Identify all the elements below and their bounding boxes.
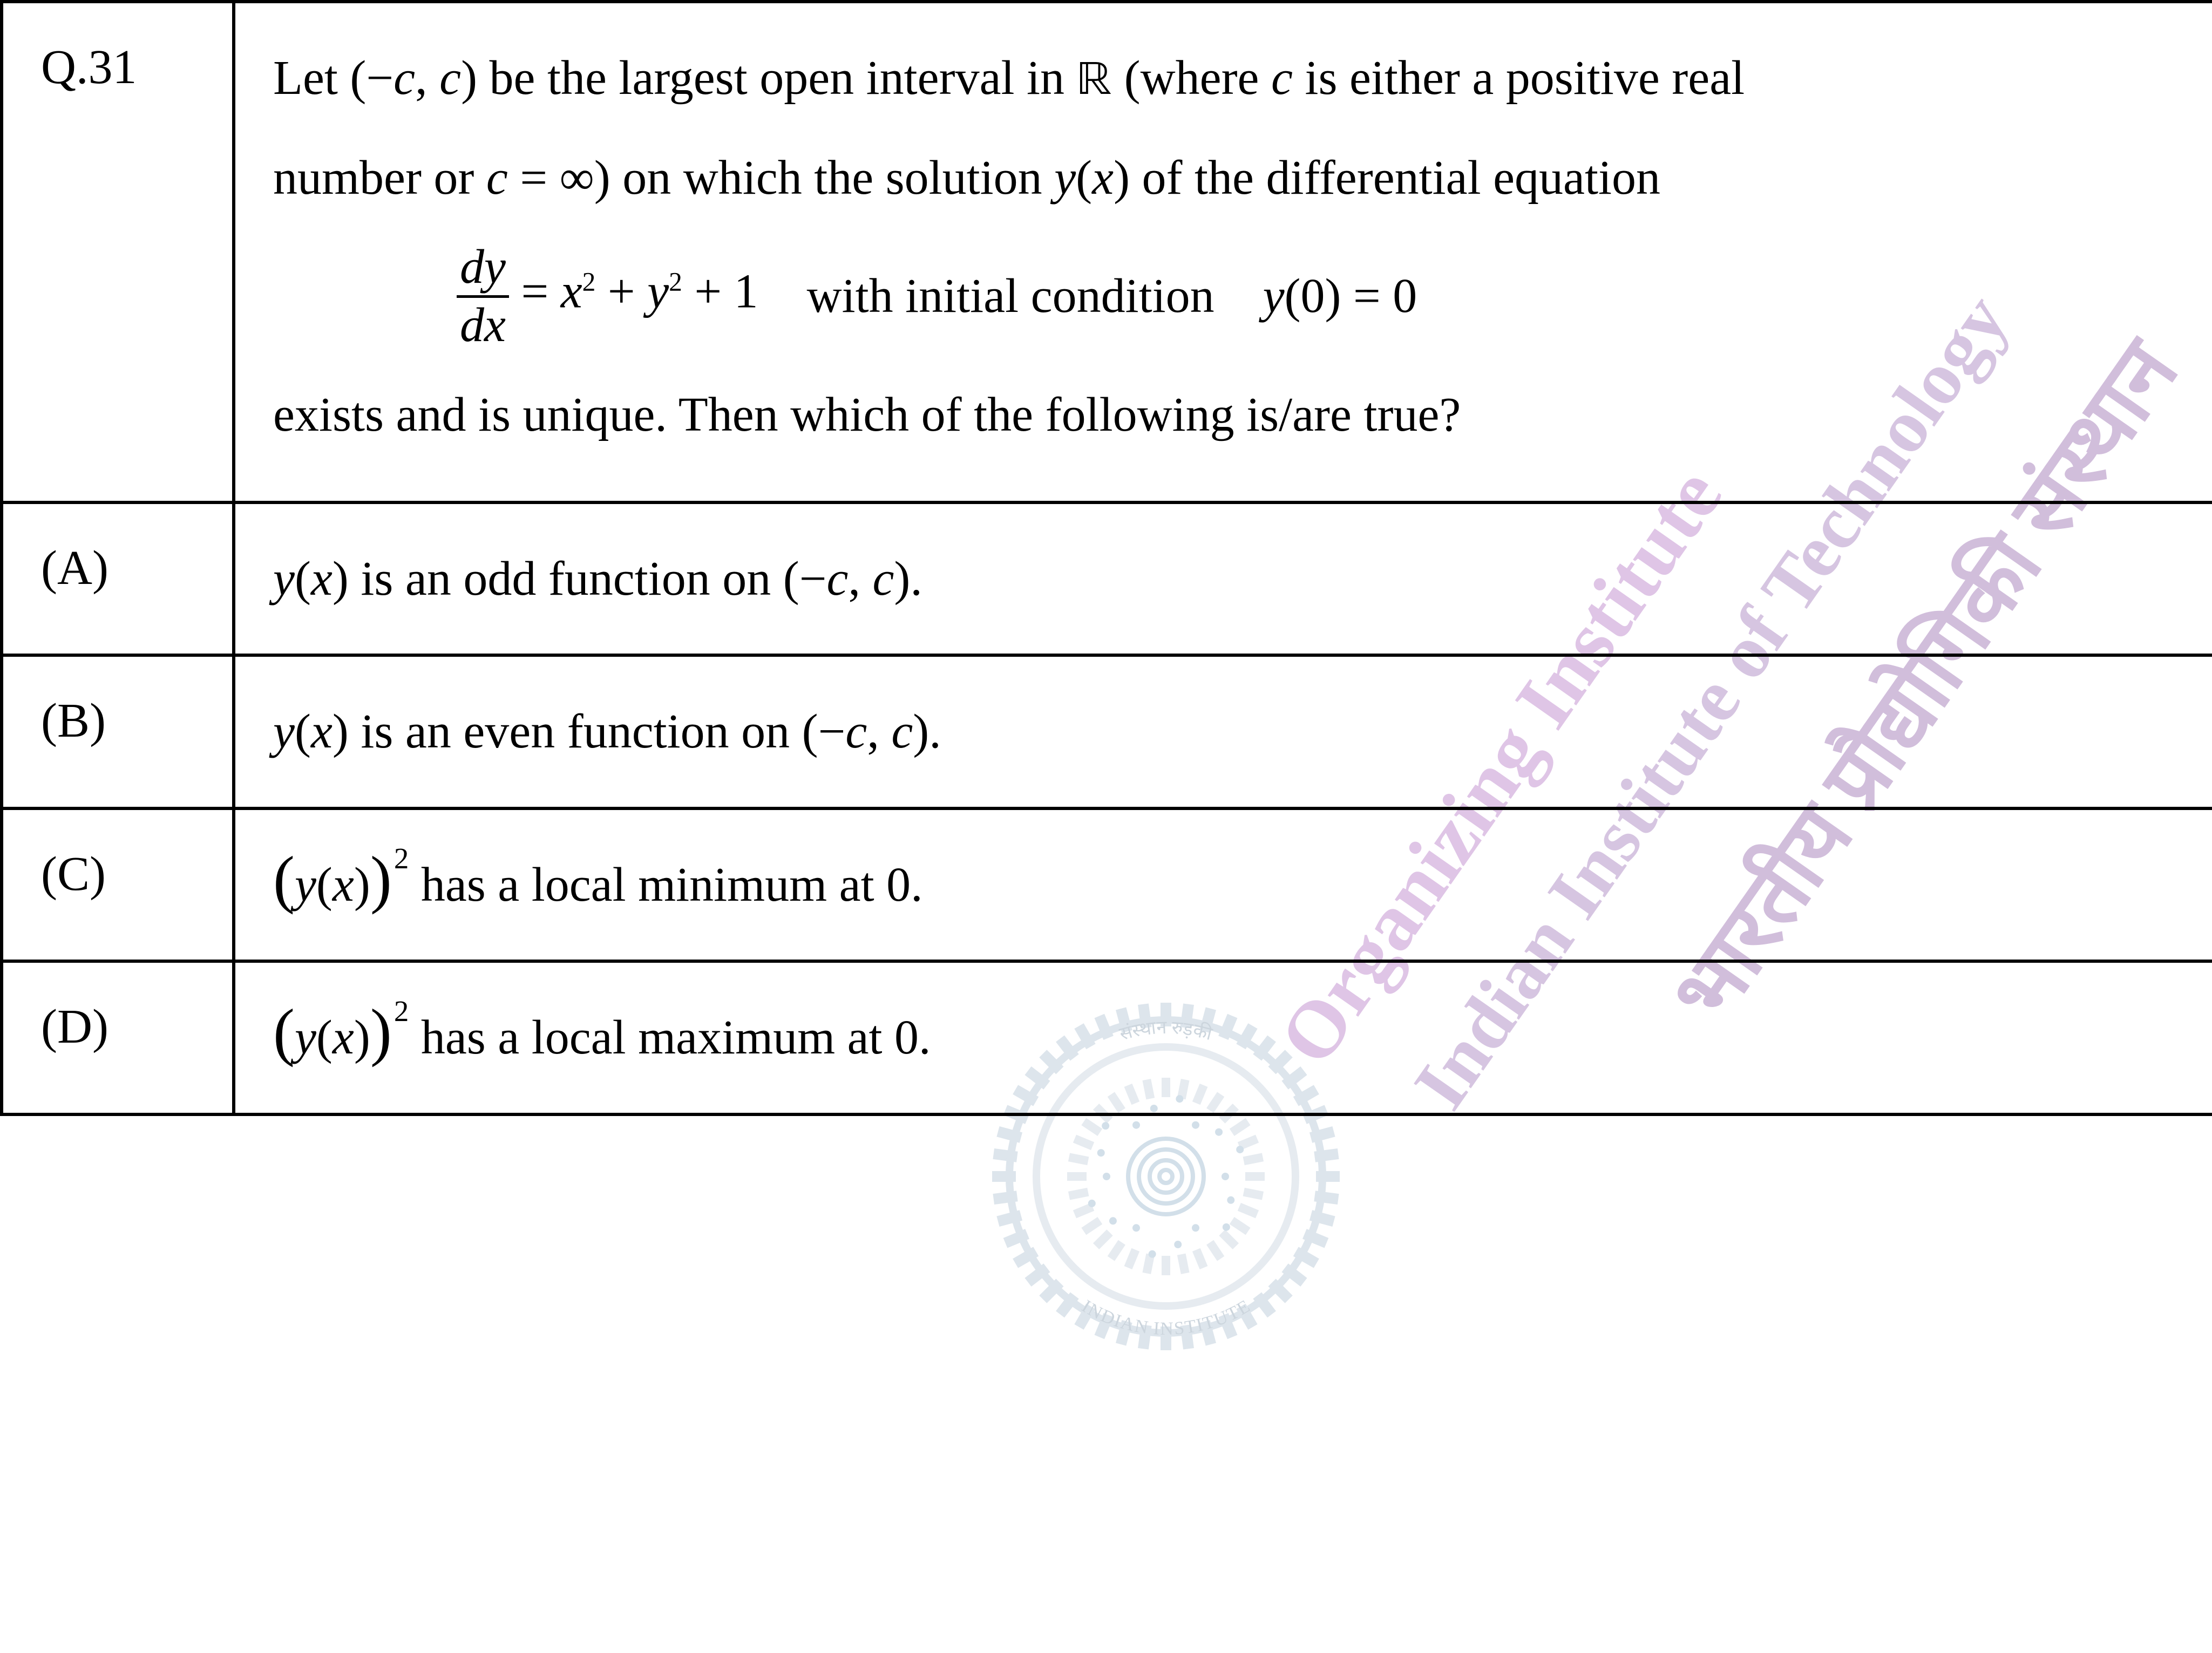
svg-text:INDIAN INSTITUTE: INDIAN INSTITUTE (1078, 1296, 1253, 1339)
equation-row: dy dx = x2 + y2 + 1 with initial conditi… (457, 242, 2174, 351)
initial-condition: y(0) = 0 (1263, 254, 1417, 339)
option-body-B: y(x) is an even function on (−c, c). (234, 655, 2212, 808)
var-x: x (333, 1011, 354, 1064)
stem-text: = ∞) on which the solution (508, 151, 1054, 205)
option-row-A: (A) y(x) is an odd function on (−c, c). (2, 502, 2212, 656)
opt-text: ). (894, 552, 922, 606)
var-c: c (891, 705, 913, 758)
question-stem-row: Q.31 Let (−c, c) be the largest open int… (2, 2, 2212, 502)
opt-text: , (867, 705, 891, 758)
var-y: y (273, 552, 295, 606)
exponent-2: 2 (394, 985, 409, 1037)
option-label-C: (C) (41, 847, 106, 901)
exponent-2: 2 (394, 833, 409, 885)
eq-text: = (509, 265, 561, 318)
question-stem-cell: Let (−c, c) be the largest open interval… (234, 2, 2212, 502)
exp-2: 2 (669, 267, 682, 297)
var-y: y (295, 858, 316, 911)
option-row-B: (B) y(x) is an even function on (−c, c). (2, 655, 2212, 808)
option-row-C: (C) (y(x)) 2 has a local minimum at 0. (2, 808, 2212, 962)
stem-text: ) of the differential equation (1114, 151, 1660, 205)
question-table: Q.31 Let (−c, c) be the largest open int… (0, 0, 2212, 1116)
stem-text: ) be the largest open interval in (461, 51, 1076, 105)
opt-text: ) is an even function on (− (333, 705, 846, 758)
opt-text: ) (354, 858, 370, 911)
var-c: c (439, 51, 461, 105)
eq-text: (0) = 0 (1285, 269, 1417, 323)
opt-text: has a local minimum at 0. (409, 858, 922, 911)
var-c: c (872, 552, 894, 606)
var-y: y (647, 265, 669, 318)
option-body-D: (y(x)) 2 has a local maximum at 0. (234, 961, 2212, 1114)
stem-line-2: number or c = ∞) on which the solution y… (273, 135, 2174, 221)
equation-lhs: dy dx = x2 + y2 + 1 (457, 242, 758, 351)
fraction-numerator: dy (457, 242, 509, 295)
var-y: y (273, 705, 295, 758)
stem-text: , (415, 51, 439, 105)
stem-line-1: Let (−c, c) be the largest open interval… (273, 36, 2174, 125)
opt-text: , (848, 552, 872, 606)
var-x: x (333, 858, 354, 911)
stem-text: Let (− (273, 51, 393, 105)
stem-line-3: exists and is unique. Then which of the … (273, 372, 2174, 458)
big-paren-open: ( (273, 996, 295, 1067)
squared-expression: (y(x)) 2 (273, 842, 409, 928)
var-x: x (311, 552, 333, 606)
question-number: Q.31 (41, 40, 137, 94)
fraction-denominator: dx (457, 295, 509, 351)
squared-expression: (y(x)) 2 (273, 995, 409, 1080)
opt-text: ( (295, 705, 311, 758)
big-paren-close: ) (370, 843, 392, 915)
big-paren-open: ( (273, 843, 295, 915)
eq-text: + 1 (682, 265, 758, 318)
var-x: x (311, 705, 333, 758)
opt-text: ). (913, 705, 941, 758)
stem-text: ( (1076, 151, 1092, 205)
option-label-cell: (B) (2, 655, 234, 808)
var-c: c (827, 552, 849, 606)
eq-text: + (595, 265, 647, 318)
option-label-cell: (A) (2, 502, 234, 656)
var-y: y (1054, 151, 1076, 205)
option-label-D: (D) (41, 1000, 108, 1053)
exp-2: 2 (582, 267, 596, 297)
big-paren-close: ) (370, 996, 392, 1067)
squared-base: (y(x)) (273, 842, 392, 928)
option-label-A: (A) (41, 541, 108, 595)
option-label-cell: (C) (2, 808, 234, 962)
question-number-cell: Q.31 (2, 2, 234, 502)
var-y: y (1263, 269, 1285, 323)
squared-base: (y(x)) (273, 995, 392, 1080)
fraction-dy-dx: dy dx (457, 242, 509, 351)
opt-text: ( (316, 1011, 333, 1064)
stem-text: (where (1112, 51, 1271, 105)
option-label-B: (B) (41, 694, 106, 747)
stem-text: number or (273, 151, 486, 205)
option-body-C: (y(x)) 2 has a local minimum at 0. (234, 808, 2212, 962)
opt-text: ) is an odd function on (− (333, 552, 827, 606)
var-x: x (1092, 151, 1114, 205)
opt-text: ( (295, 552, 311, 606)
opt-text: ( (316, 858, 333, 911)
opt-text: has a local maximum at 0. (409, 1011, 931, 1064)
var-c: c (393, 51, 415, 105)
page: Organizing Institute Indian Institute of… (0, 0, 2212, 1653)
var-c: c (486, 151, 508, 205)
real-numbers-symbol: ℝ (1077, 57, 1112, 106)
var-y: y (295, 1011, 316, 1064)
option-label-cell: (D) (2, 961, 234, 1114)
var-x: x (561, 265, 582, 318)
opt-text: ) (354, 1011, 370, 1064)
option-row-D: (D) (y(x)) 2 has a local maximum at 0. (2, 961, 2212, 1114)
option-body-A: y(x) is an odd function on (−c, c). (234, 502, 2212, 656)
stem-text: is either a positive real (1293, 51, 1745, 105)
var-c: c (1271, 51, 1293, 105)
var-c: c (845, 705, 867, 758)
condition-label: with initial condition (807, 254, 1214, 339)
